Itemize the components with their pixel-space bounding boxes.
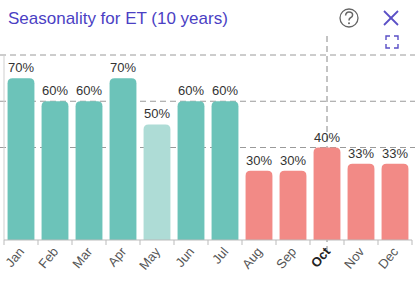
expand-corner bbox=[394, 36, 398, 40]
chart-svg: Seasonality for ET (10 years)70%60%60%70… bbox=[0, 0, 415, 296]
data-label: 30% bbox=[246, 153, 272, 168]
help-glyph bbox=[346, 12, 353, 21]
bar bbox=[178, 101, 205, 240]
bar bbox=[8, 78, 35, 240]
expand-corner bbox=[394, 44, 398, 48]
help-icon[interactable] bbox=[340, 9, 358, 27]
data-label: 40% bbox=[314, 130, 340, 145]
x-tick-label: May bbox=[136, 244, 164, 273]
x-tick bbox=[344, 240, 345, 245]
x-tick bbox=[310, 240, 311, 245]
data-label: 70% bbox=[110, 60, 136, 75]
data-label: 33% bbox=[348, 146, 374, 161]
data-label: 70% bbox=[8, 60, 34, 75]
x-tick-label: Nov bbox=[341, 244, 368, 272]
expand-corner bbox=[386, 36, 390, 40]
x-tick bbox=[276, 240, 277, 245]
grid-line bbox=[0, 55, 415, 56]
bar bbox=[144, 124, 171, 240]
x-tick-label: Sep bbox=[273, 244, 299, 271]
bar bbox=[212, 101, 239, 240]
x-tick bbox=[38, 240, 39, 245]
x-tick-label: Dec bbox=[375, 244, 402, 272]
bar bbox=[246, 171, 273, 240]
x-tick-label: Mar bbox=[69, 244, 95, 271]
x-tick bbox=[412, 240, 413, 245]
bar bbox=[348, 164, 375, 240]
close-icon[interactable] bbox=[384, 11, 398, 25]
x-tick bbox=[72, 240, 73, 245]
x-tick bbox=[140, 240, 141, 245]
expand-icon[interactable] bbox=[386, 36, 398, 48]
title: Seasonality for ET (10 years) bbox=[8, 9, 228, 28]
x-tick bbox=[106, 240, 107, 245]
bars bbox=[8, 78, 409, 240]
x-tick-label: Jul bbox=[209, 244, 231, 266]
x-tick bbox=[242, 240, 243, 245]
data-label: 60% bbox=[76, 83, 102, 98]
x-tick-label: Jun bbox=[172, 244, 197, 270]
bar bbox=[110, 78, 137, 240]
help-circle bbox=[340, 9, 358, 27]
x-tick bbox=[174, 240, 175, 245]
data-label: 60% bbox=[178, 83, 204, 98]
x-tick-label: Aug bbox=[239, 244, 265, 271]
bar bbox=[76, 101, 103, 240]
bar bbox=[382, 164, 409, 240]
chart-root: Seasonality for ET (10 years)70%60%60%70… bbox=[0, 0, 415, 296]
close-line bbox=[384, 11, 398, 25]
data-label: 60% bbox=[212, 83, 238, 98]
data-label: 33% bbox=[382, 146, 408, 161]
x-tick-label: Apr bbox=[105, 244, 130, 270]
x-tick bbox=[378, 240, 379, 245]
x-tick-label: Jan bbox=[2, 244, 27, 270]
data-labels: 70% 60% 60% 70% 50% 60% 60% 30% 30% 40% 33% 33% bbox=[8, 60, 408, 168]
expand-corner bbox=[386, 44, 390, 48]
data-label: 60% bbox=[42, 83, 68, 98]
bar bbox=[42, 101, 69, 240]
data-label: 50% bbox=[144, 106, 170, 121]
data-label: 30% bbox=[280, 153, 306, 168]
x-tick bbox=[4, 240, 5, 245]
x-tick bbox=[208, 240, 209, 245]
bar bbox=[314, 148, 341, 241]
bar bbox=[280, 171, 307, 240]
y-axis-line bbox=[4, 55, 5, 240]
help-dot bbox=[348, 22, 350, 24]
x-tick-label: Feb bbox=[35, 244, 61, 271]
close-line bbox=[384, 11, 398, 25]
x-tick-label: Oct bbox=[308, 244, 334, 271]
